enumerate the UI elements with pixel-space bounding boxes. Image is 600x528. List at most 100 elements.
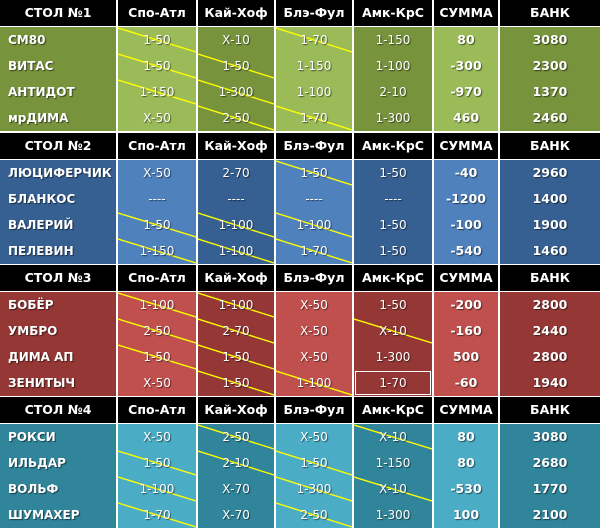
table-header-row: СТОЛ №4 Спо-Атл Кай-Хоф Блэ-Фул Амк-КрС СУММА… <box>0 397 600 423</box>
sum-cell: -160 <box>434 318 498 344</box>
bet-cell: 1-300 <box>354 344 432 370</box>
player-name-text: ПЕЛЕВИН <box>8 244 74 258</box>
table-row: АНТИДОТ 1-150 1-300 1-100 2-10 -970 1370 <box>0 79 600 105</box>
column-header: БАНК <box>500 133 600 159</box>
bet-cell-text: 1-50 <box>379 244 407 258</box>
bet-cell: 1-150 <box>276 53 352 79</box>
column-header-text: Амк-КрС <box>362 5 424 20</box>
sum-cell-text: 80 <box>457 455 475 470</box>
bet-cell: 1-50 <box>198 370 274 396</box>
bet-cell-text: 1-100 <box>296 218 332 232</box>
bet-cell: 1-300 <box>354 502 432 528</box>
player-name: ДИМА АП <box>0 344 116 370</box>
bet-cell-text: ---- <box>305 192 323 206</box>
bet-cell-text: 1-100 <box>218 244 254 258</box>
bet-cell-text: 1-50 <box>379 166 407 180</box>
bet-cell-text: Х-10 <box>379 482 407 496</box>
table-row: ВИТАС 1-50 1-50 1-150 1-100 -300 2300 <box>0 53 600 79</box>
bank-cell-text: 1770 <box>532 481 568 496</box>
bank-cell-text: 2800 <box>532 297 568 312</box>
sum-cell-text: -160 <box>450 323 482 338</box>
bank-cell: 2680 <box>500 450 600 476</box>
bank-cell-text: 2800 <box>532 349 568 364</box>
column-header: БАНК <box>500 397 600 423</box>
bank-cell: 2800 <box>500 344 600 370</box>
player-name: ИЛЬДАР <box>0 450 116 476</box>
bet-cell: 1-70 <box>118 502 196 528</box>
column-header: Амк-КрС <box>354 265 432 291</box>
bet-cell-text: Х-50 <box>300 430 328 444</box>
bet-cell: 1-70 <box>276 238 352 264</box>
column-header: Кай-Хоф <box>198 133 274 159</box>
bet-cell: Х-10 <box>198 27 274 53</box>
bet-cell-text: 1-100 <box>296 376 332 390</box>
bet-cell-text: 1-50 <box>222 350 250 364</box>
player-name-text: ЗЕНИТЫЧ <box>8 376 76 390</box>
player-name-text: ИЛЬДАР <box>8 456 66 470</box>
bet-cell-text: Х-50 <box>300 350 328 364</box>
bet-cell-text: 1-100 <box>218 298 254 312</box>
sum-cell: -60 <box>434 370 498 396</box>
table-row: мрДИМА Х-50 2-50 1-70 1-300 460 2460 <box>0 105 600 131</box>
bank-cell-text: 2440 <box>532 323 568 338</box>
column-header: Блэ-Фул <box>276 0 352 26</box>
sum-cell: -970 <box>434 79 498 105</box>
sum-cell-text: -1200 <box>446 191 486 206</box>
bet-cell-text: Х-10 <box>222 33 250 47</box>
player-name: СМ80 <box>0 27 116 53</box>
bank-cell: 1370 <box>500 79 600 105</box>
bet-cell: 1-150 <box>354 450 432 476</box>
player-name: АНТИДОТ <box>0 79 116 105</box>
bet-cell: 1-50 <box>354 238 432 264</box>
player-name-text: ВАЛЕРИЙ <box>8 218 74 232</box>
bet-cell-text: 1-70 <box>300 33 328 47</box>
bet-cell-text: 1-150 <box>139 244 175 258</box>
bank-cell: 3080 <box>500 27 600 53</box>
bet-cell: 1-70 <box>354 370 432 396</box>
bank-cell: 2300 <box>500 53 600 79</box>
table-header-row: СТОЛ №1 Спо-Атл Кай-Хоф Блэ-Фул Амк-КрС СУММА… <box>0 0 600 26</box>
column-header: Блэ-Фул <box>276 265 352 291</box>
column-header: БАНК <box>500 0 600 26</box>
bet-cell: 1-50 <box>118 212 196 238</box>
table-row: ПЕЛЕВИН 1-150 1-100 1-70 1-50 -540 1460 <box>0 238 600 264</box>
bet-cell: 1-50 <box>198 344 274 370</box>
bet-cell-text: 1-150 <box>375 33 411 47</box>
bet-cell-text: 1-100 <box>218 218 254 232</box>
bet-cell: 1-100 <box>118 476 196 502</box>
column-header-text: Спо-Атл <box>128 270 186 285</box>
sum-cell-text: -40 <box>454 165 478 180</box>
bank-cell: 2800 <box>500 292 600 318</box>
column-header-text: СУММА <box>439 5 493 20</box>
bet-cell: Х-70 <box>198 502 274 528</box>
bank-cell: 3080 <box>500 424 600 450</box>
bet-cell: 2-50 <box>198 424 274 450</box>
bank-cell: 1400 <box>500 186 600 212</box>
sum-cell: 500 <box>434 344 498 370</box>
table-row: СМ80 1-50 Х-10 1-70 1-150 80 3080 <box>0 27 600 53</box>
bet-cell: 1-50 <box>118 344 196 370</box>
bet-cell-text: 2-70 <box>222 166 250 180</box>
bet-cell: 1-50 <box>354 160 432 186</box>
table-row: ИЛЬДАР 1-50 2-10 1-50 1-150 80 2680 <box>0 450 600 476</box>
table-row: РОКСИ Х-50 2-50 Х-50 Х-10 80 3080 <box>0 424 600 450</box>
column-header-text: Кай-Хоф <box>204 402 268 417</box>
sum-cell-text: -530 <box>450 481 482 496</box>
bet-cell: ---- <box>198 186 274 212</box>
player-name-text: ВОЛЬФ <box>8 482 59 496</box>
column-header: СУММА <box>434 0 498 26</box>
player-name: ЛЮЦИФЕРЧИК <box>0 160 116 186</box>
player-name-text: ВИТАС <box>8 59 54 73</box>
sum-cell: -1200 <box>434 186 498 212</box>
bank-cell-text: 1460 <box>532 243 568 258</box>
table-header-row: СТОЛ №3 Спо-Атл Кай-Хоф Блэ-Фул Амк-КрС СУММА… <box>0 265 600 291</box>
column-header-text: Блэ-Фул <box>283 5 345 20</box>
bet-cell-text: 1-50 <box>143 59 171 73</box>
column-header: СУММА <box>434 265 498 291</box>
bet-cell: Х-10 <box>354 476 432 502</box>
sum-cell-text: -540 <box>450 243 482 258</box>
bank-cell: 1770 <box>500 476 600 502</box>
table-row: ДИМА АП 1-50 1-50 Х-50 1-300 500 2800 <box>0 344 600 370</box>
bet-cell: Х-10 <box>354 424 432 450</box>
bet-cell: Х-50 <box>276 318 352 344</box>
